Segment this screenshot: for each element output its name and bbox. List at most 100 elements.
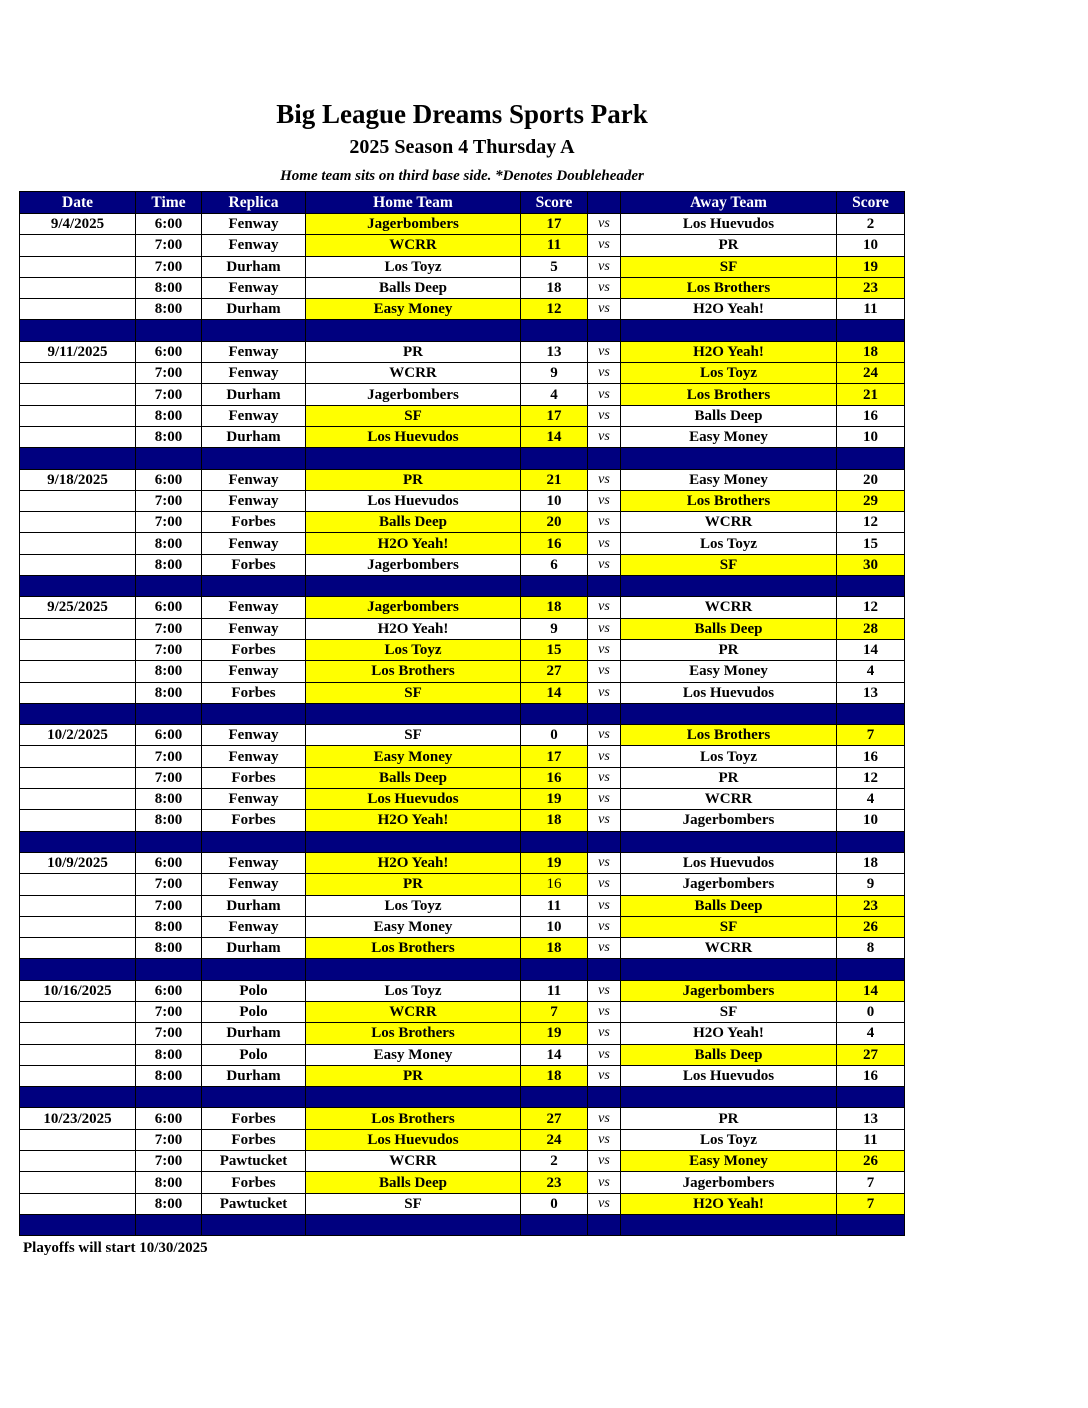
away-score-cell: 21	[836, 383, 905, 406]
game-row: 8:00 Forbes Balls Deep 23 vs Jagerbombers 7	[19, 1171, 905, 1194]
home-team-cell: Los Huevudos	[305, 489, 521, 513]
away-team-cell: Easy Money	[620, 1150, 837, 1173]
away-team-cell: Jagerbombers	[620, 979, 837, 1002]
separator-cell	[587, 447, 621, 470]
separator-cell	[620, 702, 837, 726]
home-score-cell: 11	[520, 894, 588, 917]
time-cell: 7:00	[135, 638, 202, 662]
date-cell	[19, 1150, 136, 1173]
replica-cell: Fenway	[201, 234, 306, 257]
away-team-cell: Balls Deep	[620, 617, 837, 640]
date-cell	[19, 383, 136, 406]
separator-cell	[305, 830, 521, 853]
home-team-cell: Los Brothers	[305, 937, 521, 960]
away-score-cell: 16	[836, 745, 905, 768]
time-cell: 8:00	[135, 1171, 202, 1194]
week-separator	[19, 447, 905, 470]
time-cell: 7:00	[135, 1022, 202, 1045]
game-row: 9/25/2025 6:00 Fenway Jagerbombers 18 vs WCRR 1…	[19, 596, 905, 619]
game-row: 8:00 Pawtucket SF 0 vs H2O Yeah! 7	[19, 1192, 905, 1215]
date-cell	[19, 809, 136, 832]
vs-cell: vs	[587, 532, 621, 555]
home-team-cell: SF	[305, 404, 521, 427]
home-score-cell: 15	[520, 638, 588, 662]
home-team-cell: WCRR	[305, 1000, 521, 1024]
date-cell	[19, 1171, 136, 1194]
game-row: 7:00 Fenway WCRR 9 vs Los Toyz 24	[19, 362, 905, 385]
replica-cell: Durham	[201, 1064, 306, 1088]
game-row: 7:00 Fenway Los Huevudos 10 vs Los Brothers 29	[19, 489, 905, 513]
date-cell	[19, 745, 136, 768]
replica-cell: Forbes	[201, 638, 306, 662]
separator-cell	[135, 702, 202, 726]
vs-cell: vs	[587, 340, 621, 364]
away-score-cell: 19	[836, 255, 905, 278]
vs-cell: vs	[587, 745, 621, 768]
separator-cell	[305, 1086, 521, 1109]
away-team-cell: Los Brothers	[620, 383, 837, 406]
vs-cell: vs	[587, 255, 621, 278]
time-cell: 8:00	[135, 298, 202, 321]
time-cell: 6:00	[135, 1107, 202, 1130]
away-team-cell: Los Huevudos	[620, 1064, 837, 1088]
replica-cell: Fenway	[201, 851, 306, 875]
vs-cell: vs	[587, 681, 621, 704]
away-score-cell: 27	[836, 1043, 905, 1066]
vs-cell: vs	[587, 937, 621, 960]
away-team-cell: Jagerbombers	[620, 809, 837, 832]
separator-cell	[587, 319, 621, 342]
separator-cell	[620, 1086, 837, 1109]
separator-cell	[201, 575, 306, 598]
home-score-cell: 9	[520, 617, 588, 640]
home-team-cell: Los Brothers	[305, 660, 521, 683]
away-team-cell: Los Toyz	[620, 362, 837, 385]
time-cell: 7:00	[135, 873, 202, 896]
replica-cell: Fenway	[201, 745, 306, 768]
separator-cell	[836, 702, 905, 726]
away-score-cell: 16	[836, 1064, 905, 1088]
home-team-cell: Los Brothers	[305, 1107, 521, 1130]
separator-cell	[836, 958, 905, 981]
replica-cell: Forbes	[201, 1128, 306, 1152]
home-team-cell: PR	[305, 1064, 521, 1088]
home-score-cell: 11	[520, 979, 588, 1002]
date-cell	[19, 489, 136, 513]
away-score-cell: 2	[836, 212, 905, 236]
replica-cell: Fenway	[201, 276, 306, 300]
home-score-cell: 14	[520, 1043, 588, 1066]
time-cell: 8:00	[135, 1192, 202, 1215]
date-cell	[19, 617, 136, 640]
vs-cell: vs	[587, 1128, 621, 1152]
away-team-cell: Balls Deep	[620, 1043, 837, 1066]
separator-cell	[836, 1213, 905, 1237]
separator-cell	[520, 319, 588, 342]
schedule-note: Home team sits on third base side. *Deno…	[280, 168, 644, 184]
away-team-cell: Balls Deep	[620, 894, 837, 917]
time-cell: 7:00	[135, 766, 202, 790]
vs-cell: vs	[587, 894, 621, 917]
away-team-cell: Los Huevudos	[620, 212, 837, 236]
separator-cell	[620, 958, 837, 981]
week-separator	[19, 830, 905, 853]
header-away-team: Away Team	[620, 191, 837, 214]
separator-cell	[19, 447, 136, 470]
date-cell	[19, 1128, 136, 1152]
date-cell: 9/25/2025	[19, 596, 136, 619]
away-score-cell: 4	[836, 660, 905, 683]
week-separator	[19, 1213, 905, 1237]
vs-cell: vs	[587, 1000, 621, 1024]
date-cell	[19, 1192, 136, 1215]
time-cell: 7:00	[135, 894, 202, 917]
game-row: 9/4/2025 6:00 Fenway Jagerbombers 17 vs Los Hu…	[19, 212, 905, 236]
home-score-cell: 4	[520, 383, 588, 406]
home-team-cell: Los Huevudos	[305, 1128, 521, 1152]
vs-cell: vs	[587, 617, 621, 640]
date-cell	[19, 362, 136, 385]
away-score-cell: 29	[836, 489, 905, 513]
home-score-cell: 16	[520, 532, 588, 555]
vs-cell: vs	[587, 809, 621, 832]
away-team-cell: Easy Money	[620, 425, 837, 449]
game-row: 8:00 Durham PR 18 vs Los Huevudos 16	[19, 1064, 905, 1088]
vs-cell: vs	[587, 425, 621, 449]
away-team-cell: Los Brothers	[620, 276, 837, 300]
